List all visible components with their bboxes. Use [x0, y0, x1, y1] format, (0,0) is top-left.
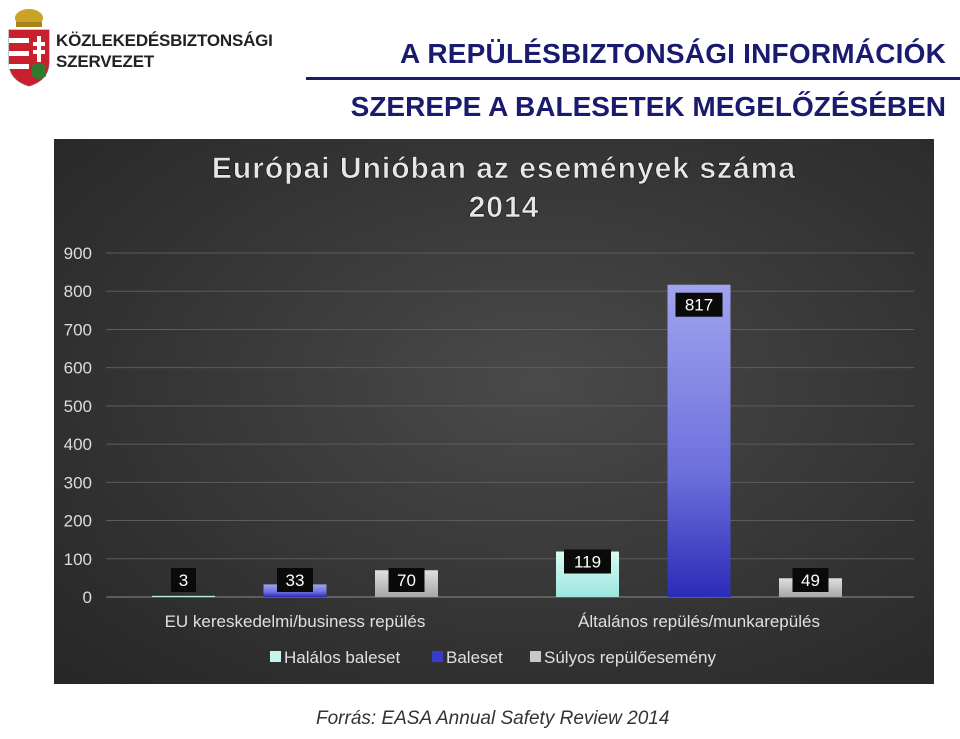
y-tick-label: 600 — [64, 359, 92, 378]
data-label-box — [675, 292, 723, 317]
legend-label: Baleset — [446, 648, 503, 667]
data-label-box — [277, 568, 313, 592]
source-note: Forrás: EASA Annual Safety Review 2014 — [316, 708, 670, 729]
legend-swatch — [432, 651, 443, 662]
bar-chart: Európai Unióban az események száma 2014 … — [64, 152, 914, 667]
y-tick-label: 700 — [64, 320, 92, 339]
page-title-line2: SZEREPE A BALESETEK MEGELŐZÉSÉBEN — [350, 91, 946, 122]
bar — [667, 284, 731, 597]
chart-subtitle: 2014 — [469, 191, 540, 224]
organization-name: KÖZLEKEDÉSBIZTONSÁGI SZERVEZET — [56, 30, 273, 72]
data-label-box — [388, 568, 425, 592]
title-divider — [306, 77, 960, 80]
data-label: 817 — [685, 296, 713, 315]
data-label-box — [564, 549, 611, 574]
y-tick-label: 300 — [64, 473, 92, 492]
category-label: EU kereskedelmi/business repülés — [165, 612, 426, 631]
y-tick-label: 0 — [83, 588, 92, 607]
data-label: 49 — [801, 571, 820, 590]
org-name-line2: SZERVEZET — [56, 52, 155, 71]
y-tick-label: 900 — [64, 244, 92, 263]
data-label: 119 — [574, 553, 601, 572]
logo — [6, 6, 246, 88]
legend-label: Halálos baleset — [284, 648, 401, 667]
legend-swatch — [270, 651, 281, 662]
category-label: Általános repülés/munkarepülés — [578, 612, 820, 631]
legend-swatch — [530, 651, 541, 662]
chart-panel: Európai Unióban az események száma 2014 … — [54, 139, 934, 684]
y-tick-label: 800 — [64, 282, 92, 301]
bar — [152, 595, 215, 597]
org-name-line1: KÖZLEKEDÉSBIZTONSÁGI — [56, 31, 273, 50]
data-label: 3 — [179, 571, 188, 590]
y-tick-label: 400 — [64, 435, 92, 454]
data-label-box — [171, 568, 196, 592]
data-label: 33 — [286, 571, 305, 590]
y-tick-label: 100 — [64, 550, 92, 569]
legend-label: Súlyos repülőesemény — [544, 648, 716, 667]
page-title-line1: A REPÜLÉSBIZTONSÁGI INFORMÁCIÓK — [400, 38, 946, 69]
coat-of-arms-icon — [8, 9, 50, 87]
data-label-box — [792, 568, 829, 592]
chart-title: Európai Unióban az események száma — [212, 152, 796, 185]
y-tick-label: 200 — [64, 512, 92, 531]
data-label: 70 — [397, 571, 416, 590]
y-tick-label: 500 — [64, 397, 92, 416]
